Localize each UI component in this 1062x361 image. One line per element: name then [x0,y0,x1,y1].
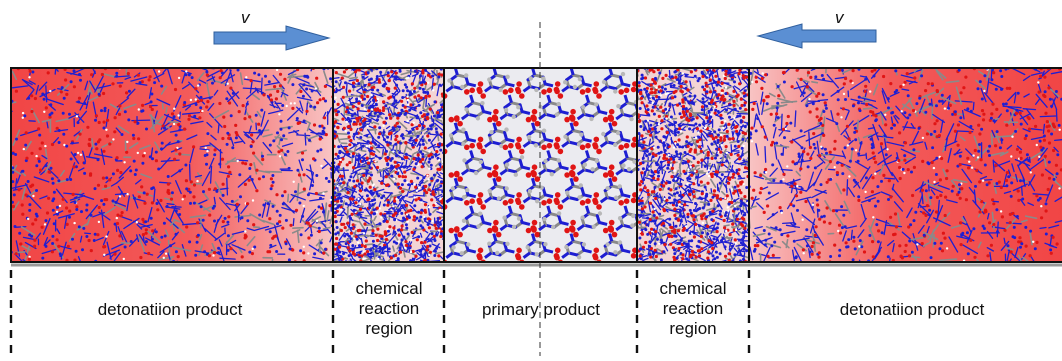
velocity-arrow-left-icon [758,24,876,48]
velocity-label-right: v [835,8,844,28]
velocity-arrow-right-icon [214,26,329,50]
label-primary-product: primary product [446,300,636,320]
label-right-product: detonatiion product [762,300,1062,320]
label-left-product: detonatiion product [20,300,320,320]
label-left-reaction: chemical reaction region [336,279,442,339]
velocity-label-left: v [241,8,250,28]
label-right-reaction: chemical reaction region [640,279,746,339]
